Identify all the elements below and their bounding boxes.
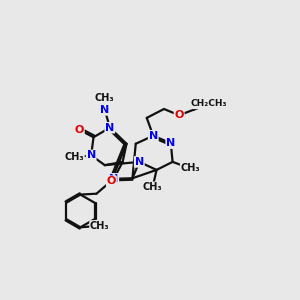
Text: N: N bbox=[148, 131, 158, 141]
Text: N: N bbox=[105, 123, 115, 133]
Text: N: N bbox=[135, 157, 144, 167]
Text: CH₃: CH₃ bbox=[181, 164, 200, 173]
Text: O: O bbox=[174, 110, 184, 120]
Text: CH₃: CH₃ bbox=[64, 152, 84, 162]
Text: CH₃: CH₃ bbox=[95, 93, 114, 103]
Text: O: O bbox=[107, 176, 116, 186]
Text: N: N bbox=[86, 150, 96, 160]
Text: CH₃: CH₃ bbox=[90, 221, 110, 231]
Text: N: N bbox=[109, 174, 119, 184]
Text: O: O bbox=[75, 125, 84, 135]
Text: CH₂CH₃: CH₂CH₃ bbox=[190, 99, 227, 108]
Text: CH₃: CH₃ bbox=[143, 182, 163, 192]
Text: N: N bbox=[100, 105, 110, 115]
Text: N: N bbox=[166, 138, 176, 148]
